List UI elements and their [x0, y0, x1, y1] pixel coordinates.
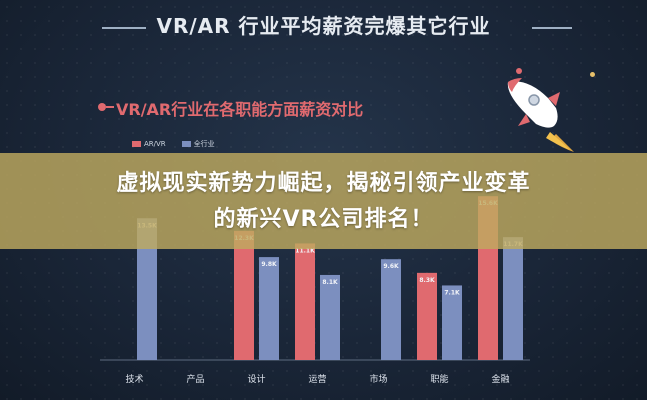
x-tick-label-3: 运营	[308, 373, 326, 385]
value-label-all-4: 9.6K	[383, 263, 399, 270]
chart-title: VR/AR行业在各职能方面薪资对比	[116, 100, 364, 119]
star-decoration	[590, 72, 595, 77]
subtitle-marker-dot	[98, 103, 106, 111]
bar-vr-5	[417, 272, 437, 360]
value-label-vr-5: 8.3K	[419, 277, 435, 284]
value-label-all-3: 8.1K	[322, 279, 338, 286]
title-decoration-right	[532, 27, 572, 29]
title-decoration-left	[102, 27, 146, 29]
headline-banner: 虚拟现实新势力崛起，揭秘引领产业变革 的新兴VR公司排名！	[0, 153, 647, 249]
x-tick-label-6: 金融	[491, 373, 509, 385]
chart-legend: AR/VR 全行业	[132, 139, 215, 149]
value-label-all-2: 9.8K	[261, 261, 277, 268]
legend-label-vr: AR/VR	[144, 140, 166, 148]
x-tick-label-0: 技术	[125, 373, 143, 385]
value-label-vr-3: 11.1K	[295, 247, 315, 254]
bar-vr-2	[234, 230, 254, 360]
legend-swatch-vr	[132, 141, 141, 147]
bar-all-5	[442, 285, 462, 360]
x-tick-label-5: 职能	[430, 373, 448, 385]
value-label-all-5: 7.1K	[444, 289, 460, 296]
rocket-icon	[507, 78, 574, 152]
subtitle-marker-line	[106, 106, 114, 108]
x-tick-label-2: 设计	[247, 373, 265, 385]
headline-line-1: 虚拟现实新势力崛起，揭秘引领产业变革	[116, 171, 531, 196]
page-title: VR/AR 行业平均薪资完爆其它行业	[156, 14, 491, 38]
legend-swatch-all	[181, 141, 191, 147]
bar-vr-3	[295, 243, 315, 360]
bar-all-3	[320, 274, 340, 360]
legend-item-all: 全行业	[181, 139, 215, 149]
star-decoration	[516, 68, 522, 74]
bar-all-4	[381, 259, 401, 360]
bar-all-6	[503, 237, 523, 360]
headline-line-2: 的新兴VR公司排名！	[213, 207, 434, 232]
bar-all-2	[259, 257, 279, 360]
legend-item-vr: AR/VR	[132, 139, 166, 149]
x-tick-label-4: 市场	[369, 373, 387, 385]
bar-all-0	[137, 218, 157, 360]
x-tick-label-1: 产品	[186, 373, 204, 385]
legend-label-all: 全行业	[193, 140, 215, 148]
